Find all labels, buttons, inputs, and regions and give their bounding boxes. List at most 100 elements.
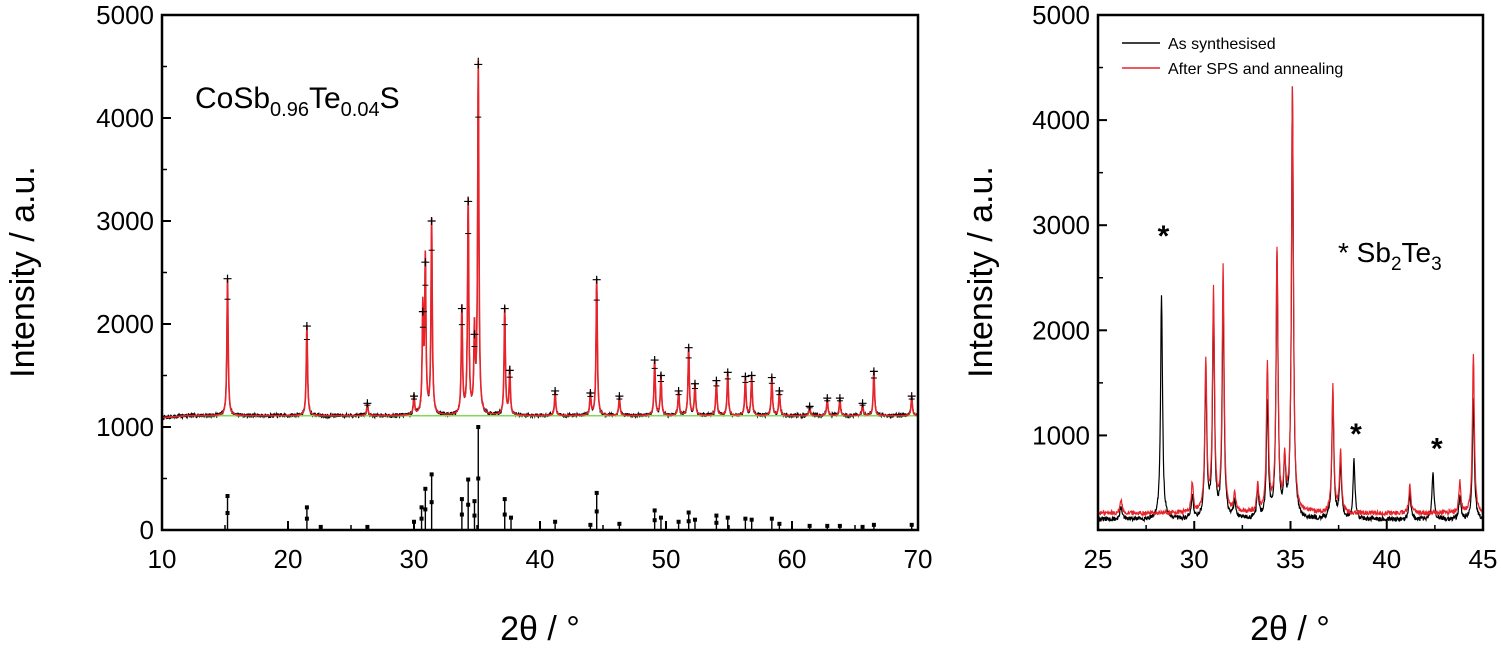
y-tick-label-3000: 3000: [1032, 210, 1090, 240]
reflection-marker: [472, 499, 477, 504]
legend-label-as-synthesised: As synthesised: [1168, 36, 1276, 53]
observed-peak-marker: [457, 304, 466, 313]
x-tick-label-10: 10: [148, 544, 177, 574]
reflection-marker: [459, 512, 464, 517]
observed-peak-marker: [674, 386, 683, 395]
reflection-marker: [472, 513, 477, 518]
reflection-marker: [225, 494, 230, 499]
observed-peak-marker: [500, 304, 509, 313]
series-line-after-sps-annealing: [1097, 86, 1484, 518]
y-tick-label-1000: 1000: [1032, 420, 1090, 450]
observed-peak-marker: [712, 376, 721, 385]
observed-peak-marker: [427, 217, 436, 225]
left-panel: 10 20 30 40 50 60 70 0 1000 2000 3000 4000 5000 CoSb…: [4, 0, 932, 648]
reflection-marker: [714, 520, 719, 525]
formula-base: CoSb: [195, 82, 270, 115]
sb2te3-star-marker-3: *: [1431, 433, 1443, 466]
x-tick-label-50: 50: [652, 544, 681, 574]
reflection-marker: [502, 497, 507, 502]
series-line-as-synthesised: [1097, 86, 1483, 523]
reflection-marker: [837, 523, 842, 528]
sb2te3-star-marker-2: *: [1350, 418, 1362, 451]
reflection-marker: [588, 522, 593, 527]
y-tick-label-4000: 4000: [1032, 105, 1090, 135]
annotation-te: Te: [1402, 237, 1432, 268]
reflection-marker: [860, 524, 865, 529]
right-plot-frame: [1096, 13, 1485, 532]
right-x-axis-title: 2θ / °: [1250, 610, 1330, 648]
observed-peak-marker: [302, 322, 311, 331]
y-tick-label-2000: 2000: [1032, 315, 1090, 345]
reflection-marker: [225, 511, 230, 516]
x-tick-label-20: 20: [274, 544, 303, 574]
observed-peak-marker: [586, 389, 595, 398]
reflection-marker: [686, 519, 691, 524]
right-panel: 25 30 35 40 45 1000 2000 3000 4000 5000 As synthe…: [962, 0, 1497, 648]
observed-peak-marker: [592, 275, 601, 284]
reflection-marker: [807, 523, 812, 528]
reflection-marker: [419, 505, 424, 510]
reflection-marker: [509, 515, 514, 520]
annotation-sub-3: 3: [1431, 254, 1442, 275]
reflection-marker: [459, 497, 464, 502]
reflection-marker: [429, 500, 434, 505]
x-tick-label-40: 40: [1372, 544, 1401, 574]
reflection-marker: [686, 510, 691, 515]
reflection-marker: [658, 515, 663, 520]
reflection-marker: [652, 518, 657, 523]
reflection-marker: [466, 502, 471, 507]
annotation-prefix: * Sb: [1338, 237, 1391, 268]
x-tick-label-30: 30: [1180, 544, 1209, 574]
sb2te3-star-marker-1: *: [1158, 220, 1170, 253]
reflection-marker: [777, 521, 782, 526]
reflection-marker: [594, 509, 599, 514]
left-plot-area: [161, 57, 919, 530]
y-tick-label-4000: 4000: [96, 103, 154, 133]
reflection-marker: [412, 519, 416, 524]
reflection-marker: [476, 425, 481, 429]
reflection-marker: [725, 515, 730, 520]
reflection-marker: [476, 476, 481, 481]
observed-peak-marker: [690, 379, 699, 388]
x-tick-label-45: 45: [1469, 544, 1498, 574]
reflection-marker: [825, 523, 830, 528]
left-plot-frame: [160, 13, 920, 532]
reflection-marker: [714, 513, 719, 518]
left-axis-ticks: 10 20 30 40 50 60 70 0 1000 2000 3000 4000 5000: [96, 0, 932, 574]
observed-peak-marker: [505, 366, 514, 375]
left-formula-annotation: CoSb0.96Te0.04S: [195, 82, 400, 121]
x-tick-label-40: 40: [526, 544, 555, 574]
right-sb2te3-annotation: * Sb2Te3: [1338, 237, 1442, 275]
observed-peak-marker: [684, 343, 693, 352]
y-tick-label-1000: 1000: [96, 412, 154, 442]
reflection-marker: [871, 522, 876, 527]
reflection-marker: [502, 512, 507, 517]
observed-peak-marker: [869, 367, 878, 376]
right-legend: As synthesised After SPS and annealing: [1122, 36, 1343, 78]
y-tick-label-0: 0: [140, 515, 154, 545]
x-tick-label-70: 70: [904, 544, 933, 574]
reflection-marker: [909, 522, 914, 527]
x-tick-label-60: 60: [778, 544, 807, 574]
observed-peak-marker: [858, 399, 867, 408]
reflection-marker: [676, 519, 681, 524]
reflection-marker: [318, 524, 323, 529]
reflection-marker: [304, 516, 309, 521]
y-tick-label-5000: 5000: [1032, 0, 1090, 30]
observed-peak-marker: [474, 60, 483, 69]
reflection-marker: [423, 486, 428, 491]
legend-label-after-sps: After SPS and annealing: [1168, 61, 1343, 78]
left-y-axis-title: Intensity / a.u.: [4, 166, 42, 378]
right-y-axis-title: Intensity / a.u.: [962, 166, 1000, 378]
observed-peak-marker: [363, 399, 372, 408]
reflection-marker: [466, 477, 471, 482]
annotation-sub-2: 2: [1391, 254, 1402, 275]
observed-peak-marker: [723, 368, 732, 377]
observed-peak-marker: [747, 371, 756, 380]
y-tick-label-5000: 5000: [96, 0, 154, 30]
x-tick-label-25: 25: [1084, 544, 1113, 574]
formula-tail: S: [380, 82, 400, 115]
observed-peak-marker: [741, 372, 750, 381]
formula-sub-te: 0.04: [341, 99, 380, 121]
